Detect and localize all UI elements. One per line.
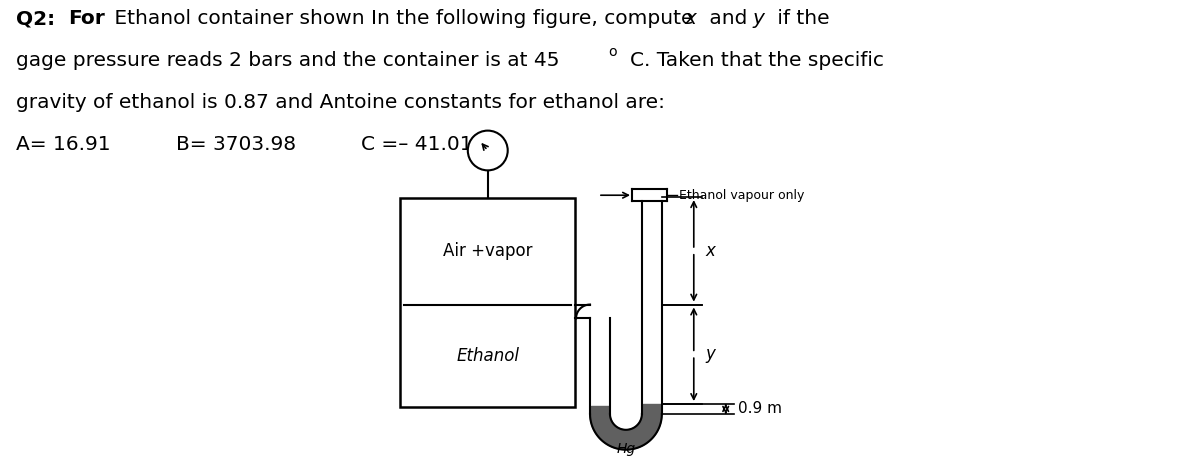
Text: Ethanol vapour only: Ethanol vapour only xyxy=(679,189,804,202)
Text: 0.9 m: 0.9 m xyxy=(738,401,781,416)
Text: y: y xyxy=(752,9,764,28)
Text: C. Taken that the specific: C. Taken that the specific xyxy=(630,51,884,70)
Text: gage pressure reads 2 bars and the container is at 45: gage pressure reads 2 bars and the conta… xyxy=(17,51,566,70)
Bar xyxy=(401,198,575,407)
Text: Q2:: Q2: xyxy=(17,9,55,28)
Text: Ethanol: Ethanol xyxy=(456,347,520,365)
Text: Hg: Hg xyxy=(617,442,636,456)
Text: B= 3703.98: B= 3703.98 xyxy=(176,135,296,154)
Text: x: x xyxy=(706,242,715,260)
Text: x: x xyxy=(685,9,697,28)
Text: if the: if the xyxy=(770,9,829,28)
Text: gravity of ethanol is 0.87 and Antoine constants for ethanol are:: gravity of ethanol is 0.87 and Antoine c… xyxy=(17,93,665,112)
Polygon shape xyxy=(590,414,662,450)
Circle shape xyxy=(468,131,508,170)
Text: For: For xyxy=(68,9,104,28)
Text: Air +vapor: Air +vapor xyxy=(443,242,533,260)
Text: y: y xyxy=(706,345,715,363)
Text: Ethanol container shown In the following figure, compute: Ethanol container shown In the following… xyxy=(108,9,700,28)
Text: o: o xyxy=(608,45,617,59)
Text: C =– 41.01: C =– 41.01 xyxy=(360,135,472,154)
Text: and: and xyxy=(703,9,754,28)
Text: A= 16.91: A= 16.91 xyxy=(17,135,110,154)
